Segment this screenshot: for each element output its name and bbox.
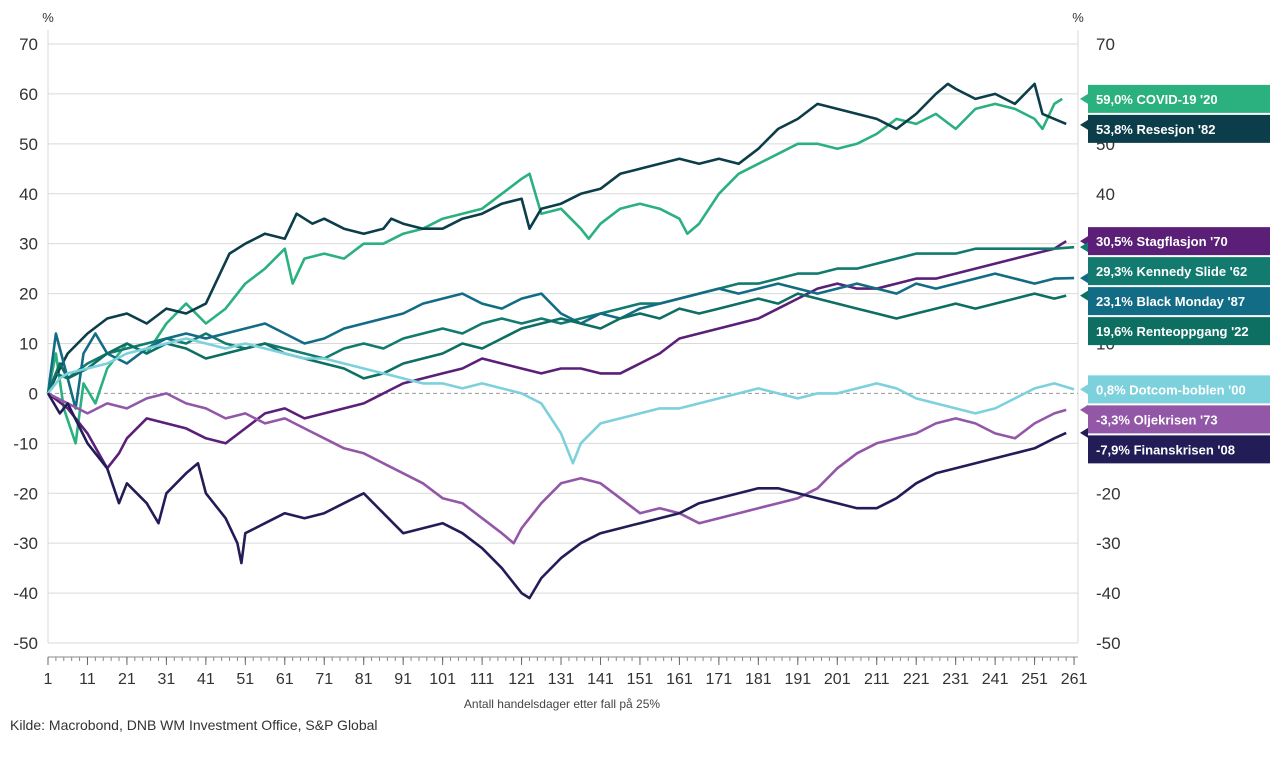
tag-box bbox=[1080, 273, 1270, 316]
y-unit-left: % bbox=[42, 10, 54, 25]
x-tick-label: 11 bbox=[79, 671, 96, 688]
y-tick-label-left: 0 bbox=[29, 384, 38, 403]
x-tick-label: 151 bbox=[627, 671, 654, 688]
tag-box bbox=[1080, 375, 1270, 404]
y-tick-label-right: 70 bbox=[1096, 35, 1115, 54]
series-end-tag: 53,8% Resesjon '82 bbox=[1080, 114, 1270, 143]
tag-label: 59,0% COVID-19 '20 bbox=[1096, 92, 1218, 107]
x-axis: 1 11 21 31 41 51 61 71 81 91 101 111 121 131 141 151 161… bbox=[44, 657, 1088, 688]
x-tick-label: 251 bbox=[1021, 671, 1048, 688]
tag-label: 0,8% Dotcom-boblen '00 bbox=[1096, 382, 1246, 397]
x-tick-label: 141 bbox=[587, 671, 614, 688]
y-tick-label-right: -20 bbox=[1096, 484, 1121, 503]
y-tick-label-left: 20 bbox=[19, 285, 38, 304]
tag-label: 53,8% Resesjon '82 bbox=[1096, 122, 1215, 137]
series-end-tag: 30,5% Stagflasjon '70 bbox=[1080, 227, 1270, 256]
series-line bbox=[47, 392, 1067, 545]
x-tick-label: 51 bbox=[236, 671, 254, 688]
tag-label: 29,3% Kennedy Slide '62 bbox=[1096, 264, 1247, 279]
x-tick-label: 231 bbox=[942, 671, 969, 688]
tag-label: 23,1% Black Monday '87 bbox=[1096, 294, 1245, 309]
y-unit-right: % bbox=[1072, 10, 1084, 25]
series-end-tag: 23,1% Black Monday '87 bbox=[1080, 273, 1270, 316]
x-tick-label: 31 bbox=[157, 671, 175, 688]
tag-label: 19,6% Renteoppgang '22 bbox=[1096, 324, 1249, 339]
series-line bbox=[46, 97, 1063, 445]
tag-box bbox=[1080, 427, 1270, 464]
x-tick-label: 221 bbox=[903, 671, 930, 688]
x-tick-label: 81 bbox=[355, 671, 373, 688]
y-tick-label-left: 70 bbox=[19, 35, 38, 54]
x-tick-label: 101 bbox=[429, 671, 456, 688]
y-tick-label-left: 30 bbox=[19, 235, 38, 254]
series-end-tag: 59,0% COVID-19 '20 bbox=[1080, 84, 1270, 113]
y-tick-label-left: 40 bbox=[19, 185, 38, 204]
x-tick-label: 261 bbox=[1061, 671, 1088, 688]
x-tick-label: 71 bbox=[315, 671, 333, 688]
x-tick-label: 211 bbox=[864, 671, 890, 688]
y-tick-label-left: -30 bbox=[13, 534, 38, 553]
tag-box bbox=[1080, 84, 1270, 113]
series-line bbox=[46, 392, 1067, 600]
series-end-tag: 0,8% Dotcom-boblen '00 bbox=[1080, 375, 1270, 404]
y-tick-label-right: 40 bbox=[1096, 185, 1115, 204]
series-lines bbox=[46, 82, 1075, 600]
series-line bbox=[46, 272, 1075, 410]
series-line bbox=[46, 82, 1067, 394]
tag-box bbox=[1080, 227, 1270, 256]
series-line bbox=[47, 240, 1067, 470]
tag-label: -3,3% Oljekrisen '73 bbox=[1096, 412, 1218, 427]
tag-box bbox=[1080, 404, 1270, 434]
x-tick-label: 171 bbox=[706, 671, 733, 688]
x-tick-label: 161 bbox=[666, 671, 693, 688]
series-end-labels: 59,0% COVID-19 '20 53,8% Resesjon '82 30,5… bbox=[1080, 84, 1270, 464]
y-tick-label-right: -30 bbox=[1096, 534, 1121, 553]
x-tick-label: 1 bbox=[44, 671, 53, 688]
x-tick-label: 121 bbox=[508, 671, 535, 688]
tag-label: -7,9% Finanskrisen '08 bbox=[1096, 442, 1235, 457]
tag-label: 30,5% Stagflasjon '70 bbox=[1096, 234, 1228, 249]
series-line bbox=[46, 337, 1075, 465]
y-tick-label-left: -20 bbox=[13, 484, 38, 503]
y-axis-left: -50 -40 -30 -20 -10 0 10 20 30 40 50 60 70 bbox=[13, 35, 38, 653]
source-note: Kilde: Macrobond, DNB WM Investment Offi… bbox=[10, 717, 378, 733]
y-tick-label-left: -50 bbox=[13, 634, 38, 653]
x-tick-label: 191 bbox=[784, 671, 811, 688]
y-tick-label-left: -40 bbox=[13, 584, 38, 603]
gridlines bbox=[47, 30, 1079, 658]
tag-box bbox=[1080, 290, 1270, 346]
y-tick-label-right: -40 bbox=[1096, 584, 1121, 603]
tag-box bbox=[1080, 114, 1270, 143]
y-tick-label-right: -50 bbox=[1096, 634, 1121, 653]
x-axis-label: Antall handelsdager etter fall på 25% bbox=[464, 697, 660, 711]
series-end-tag: -7,9% Finanskrisen '08 bbox=[1080, 427, 1270, 464]
y-tick-label-left: 50 bbox=[19, 135, 38, 154]
x-tick-label: 181 bbox=[745, 671, 772, 688]
series-end-tag: -3,3% Oljekrisen '73 bbox=[1080, 404, 1270, 434]
x-tick-label: 131 bbox=[548, 671, 575, 688]
y-tick-label-left: 10 bbox=[19, 335, 38, 354]
x-tick-label: 21 bbox=[118, 671, 136, 688]
x-tick-label: 201 bbox=[824, 671, 851, 688]
series-end-tag: 19,6% Renteoppgang '22 bbox=[1080, 290, 1270, 346]
x-tick-label: 61 bbox=[276, 671, 294, 688]
x-tick-label: 111 bbox=[470, 671, 494, 688]
x-tick-label: 91 bbox=[394, 671, 412, 688]
y-tick-label-left: -10 bbox=[13, 434, 38, 453]
y-tick-label-left: 60 bbox=[19, 85, 38, 104]
series-end-tag: 29,3% Kennedy Slide '62 bbox=[1080, 242, 1270, 286]
x-tick-label: 41 bbox=[197, 671, 215, 688]
x-tick-label: 241 bbox=[982, 671, 1009, 688]
series-line bbox=[46, 292, 1067, 394]
tag-box bbox=[1080, 242, 1270, 286]
